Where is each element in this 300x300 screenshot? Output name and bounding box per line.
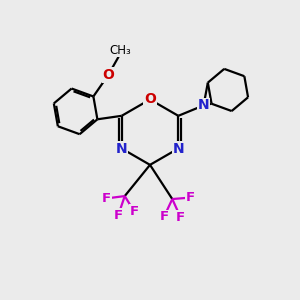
Text: O: O bbox=[144, 92, 156, 106]
Text: F: F bbox=[176, 211, 185, 224]
Text: F: F bbox=[130, 205, 139, 218]
Text: N: N bbox=[172, 142, 184, 155]
Text: CH₃: CH₃ bbox=[109, 44, 131, 57]
Text: O: O bbox=[102, 68, 114, 82]
Text: N: N bbox=[198, 98, 209, 112]
Text: F: F bbox=[159, 210, 169, 224]
Text: F: F bbox=[102, 192, 111, 205]
Text: F: F bbox=[186, 191, 195, 204]
Text: F: F bbox=[114, 209, 123, 222]
Text: N: N bbox=[116, 142, 127, 155]
